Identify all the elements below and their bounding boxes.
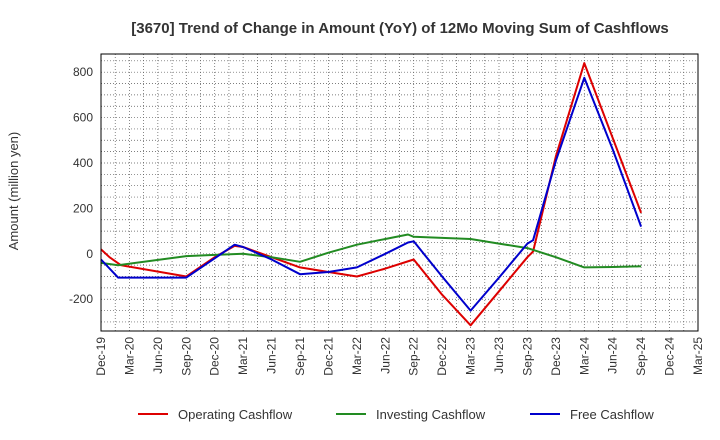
x-tick-label: Sep-22 <box>407 337 421 376</box>
series-layer <box>100 62 643 327</box>
legend-label-free-cashflow: Free Cashflow <box>570 407 654 422</box>
x-tick-label: Mar-25 <box>691 337 705 375</box>
grid <box>100 54 699 331</box>
free-cashflow-line <box>100 76 643 312</box>
x-tick-label: Jun-22 <box>378 337 392 374</box>
x-tick-label: Dec-21 <box>321 337 335 376</box>
x-tick-label: Jun-24 <box>606 337 620 374</box>
x-tick-label: Dec-20 <box>208 337 222 376</box>
x-tick-label: Mar-24 <box>577 337 591 375</box>
x-tick-label: Sep-23 <box>520 337 534 376</box>
x-tick-label: Mar-23 <box>464 337 478 375</box>
x-tick-label: Sep-21 <box>293 337 307 376</box>
x-tick-labels: Dec-19 Mar-20 Jun-20 Sep-20 Dec-20 Mar-21 Jun-… <box>94 337 705 376</box>
x-tick-label: Mar-20 <box>122 337 136 375</box>
x-tick-label: Jun-21 <box>265 337 279 374</box>
x-tick-label: Mar-21 <box>236 337 250 375</box>
y-tick-label: -200 <box>69 292 93 306</box>
y-tick-label: 600 <box>73 111 93 125</box>
x-tick-label: Sep-20 <box>179 337 193 376</box>
x-tick-label: Dec-23 <box>549 337 563 376</box>
investing-cashflow-line <box>100 233 642 269</box>
y-axis-label: Amount (million yen) <box>6 132 21 251</box>
x-tick-label: Jun-23 <box>492 337 506 374</box>
y-tick-label: 800 <box>73 65 93 79</box>
legend-label-operating-cashflow: Operating Cashflow <box>178 407 293 422</box>
y-tick-labels: -200 0 200 400 600 800 <box>69 65 93 306</box>
legend-label-investing-cashflow: Investing Cashflow <box>376 407 486 422</box>
x-tick-label: Mar-22 <box>350 337 364 375</box>
legend: Operating Cashflow Investing Cashflow Free… <box>138 407 654 422</box>
y-tick-label: 0 <box>86 247 93 261</box>
plot-frame <box>100 53 699 332</box>
x-tick-label: Dec-24 <box>663 337 677 376</box>
chart-title: [3670] Trend of Change in Amount (YoY) o… <box>131 20 669 37</box>
x-tick-label: Jun-20 <box>151 337 165 374</box>
x-tick-label: Sep-24 <box>634 337 648 376</box>
y-tick-label: 200 <box>73 201 93 215</box>
x-tick-label: Dec-22 <box>435 337 449 376</box>
x-tick-label: Dec-19 <box>94 337 108 376</box>
y-tick-label: 400 <box>73 156 93 170</box>
